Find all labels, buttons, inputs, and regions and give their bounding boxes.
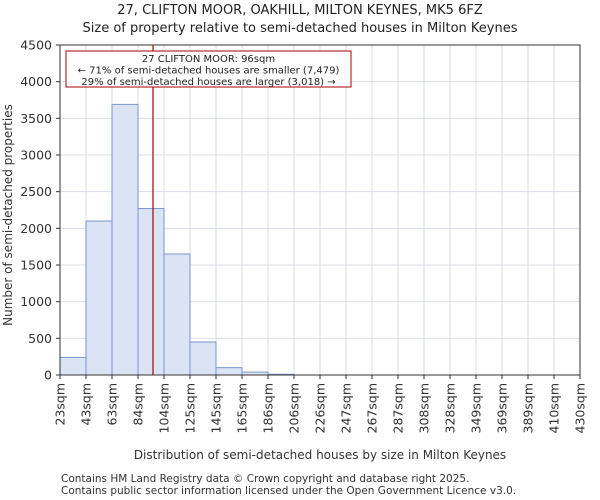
y-tick-label: 1000 (20, 294, 52, 309)
y-tick-labels: 0 500 1000 1500 2000 2500 3000 3500 4000 4500 (20, 38, 60, 383)
x-tick-label: 206sqm (287, 383, 302, 433)
y-tick-label: 0 (44, 368, 52, 383)
x-tick-label: 308sqm (417, 383, 432, 433)
y-tick-label: 2500 (20, 184, 52, 199)
histogram-bar (85, 220, 113, 376)
x-tick-labels: 23sqm 43sqm 63sqm 84sqm 104sqm 125sqm 145sqm 16… (53, 375, 588, 433)
x-axis-label: Distribution of semi-detached houses by … (134, 448, 506, 462)
annotation-line: 27 CLIFTON MOOR: 96sqm (142, 54, 275, 65)
x-tick-label: 226sqm (313, 383, 328, 433)
x-tick-label: 369sqm (495, 383, 510, 433)
x-tick-label: 125sqm (183, 383, 198, 433)
x-tick-label: 43sqm (79, 383, 94, 426)
footer-line-1: Contains HM Land Registry data © Crown c… (61, 473, 470, 485)
x-tick-label: 328sqm (443, 383, 458, 433)
histogram-bar (189, 341, 217, 376)
chart-subtitle: Size of property relative to semi-detach… (82, 21, 518, 36)
x-tick-label: 63sqm (105, 383, 120, 426)
x-tick-label: 23sqm (53, 383, 68, 426)
x-tick-label: 267sqm (365, 383, 380, 433)
x-tick-label: 430sqm (573, 383, 588, 433)
histogram-bar (163, 253, 191, 376)
x-tick-label: 104sqm (157, 383, 172, 433)
bars (59, 103, 295, 376)
x-tick-label: 349sqm (469, 383, 484, 433)
x-tick-label: 186sqm (261, 383, 276, 433)
y-tick-label: 2000 (20, 221, 52, 236)
annotation-box (65, 50, 352, 88)
x-tick-label: 145sqm (209, 383, 224, 433)
histogram-bar (111, 103, 139, 376)
footer-line-2: Contains public sector information licen… (61, 485, 517, 497)
y-tick-label: 3500 (20, 111, 52, 126)
chart-title: 27, CLIFTON MOOR, OAKHILL, MILTON KEYNES… (117, 3, 483, 18)
annotation-text: 27 CLIFTON MOOR: 96sqm← 71% of semi-deta… (78, 54, 340, 88)
y-tick-label: 4000 (20, 74, 52, 89)
y-axis-label: Number of semi-detached properties (1, 104, 15, 326)
x-tick-label: 410sqm (547, 383, 562, 433)
y-tick-label: 4500 (20, 38, 52, 53)
x-tick-label: 247sqm (339, 383, 354, 433)
histogram-bar (215, 367, 243, 376)
histogram-bar (59, 356, 87, 376)
x-tick-label: 165sqm (235, 383, 250, 433)
x-tick-label: 389sqm (521, 383, 536, 433)
histogram-bar (137, 208, 165, 376)
x-tick-label: 84sqm (131, 383, 146, 426)
annotation-line: 29% of semi-detached houses are larger (… (81, 77, 335, 88)
y-tick-label: 3000 (20, 148, 52, 163)
y-tick-label: 1500 (20, 258, 52, 273)
y-tick-label: 500 (28, 331, 52, 346)
annotation-line: ← 71% of semi-detached houses are smalle… (78, 66, 340, 77)
x-tick-label: 287sqm (391, 383, 406, 433)
